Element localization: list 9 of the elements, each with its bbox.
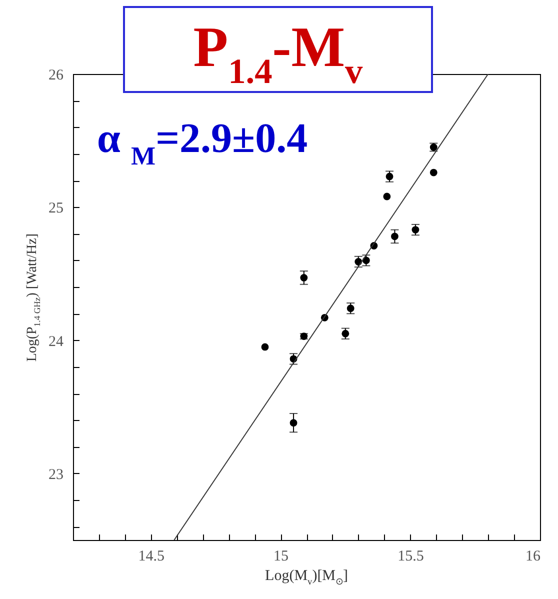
y-axis-title: Log(P1.4 GHz) [Watt/Hz] bbox=[25, 233, 42, 362]
y-tick-label: 23 bbox=[48, 466, 64, 483]
x-tick-label: 16 bbox=[526, 548, 541, 564]
y-tick-label: 26 bbox=[48, 68, 64, 84]
y-tick-label: 25 bbox=[48, 200, 64, 217]
y-tick-label: 24 bbox=[48, 334, 64, 350]
x-tick-label: 14.5 bbox=[138, 548, 164, 564]
x-tick-label: 15.5 bbox=[398, 548, 424, 564]
x-tick-label: 15 bbox=[274, 548, 289, 564]
